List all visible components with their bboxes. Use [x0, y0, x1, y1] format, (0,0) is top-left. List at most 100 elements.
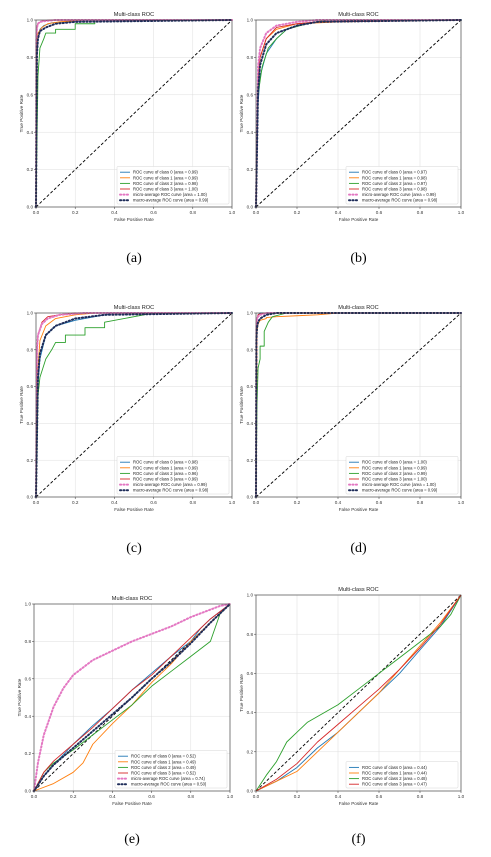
y-tick-label: 0.6: [25, 676, 32, 681]
legend-label: micro-average ROC curve (area = 0.99): [133, 482, 207, 487]
x-tick-label: 0.8: [188, 794, 195, 799]
y-tick-label: 0.4: [247, 710, 254, 715]
x-tick-label: 0.0: [253, 500, 260, 505]
y-axis-label: True Positive Rate: [239, 386, 244, 424]
legend-label: macro-average ROC curve (area = 0.99): [133, 198, 209, 203]
series-line-5: [35, 19, 233, 208]
y-tick-label: 0.6: [247, 92, 254, 97]
legend-label: ROC curve of class 3 (area = 0.47): [362, 782, 427, 787]
x-tick-label: 1.0: [458, 794, 465, 799]
legend-label: ROC curve of class 0 (area = 1.00): [362, 460, 427, 465]
x-tick-label: 0.0: [253, 794, 260, 799]
y-tick-label: 0.8: [27, 55, 34, 60]
y-tick-label: 1.0: [27, 18, 34, 23]
legend-label: ROC curve of class 0 (area = 0.52): [131, 754, 196, 759]
chart-title: Multi-class ROC: [114, 305, 154, 311]
x-tick-label: 0.4: [111, 500, 118, 505]
legend: ROC curve of class 0 (area = 0.44)ROC cu…: [345, 761, 459, 789]
panel-caption: (f): [352, 832, 366, 847]
y-axis-label: True Positive Rate: [19, 94, 24, 132]
roc-panel-f: 0.0 0.2 0.4 0.6 0.8 1.0 0.0 0.2 0.4 0.6 0.8 1.0 Mult…: [239, 587, 465, 847]
legend-label: ROC curve of class 0 (area = 0.97): [362, 170, 427, 175]
legend-label: ROC curve of class 2 (area = 0.97): [362, 181, 427, 186]
y-tick-label: 0.8: [247, 55, 254, 60]
x-tick-label: 0.4: [335, 794, 342, 799]
x-axis-label: False Positive Rate: [114, 507, 154, 512]
roc-panel-b: 0.0 0.2 0.4 0.6 0.8 1.0 0.0 0.2 0.4 0.6 0.8 1.0 Mult…: [239, 12, 465, 266]
legend-label: ROC curve of class 3 (area = 0.52): [131, 771, 196, 776]
x-tick-label: 0.6: [148, 794, 155, 799]
x-tick-label: 0.8: [417, 794, 424, 799]
y-tick-label: 0.4: [27, 421, 34, 426]
y-tick-label: 1.0: [25, 602, 32, 607]
x-axis-label: False Positive Rate: [339, 217, 379, 222]
legend-box: [345, 166, 459, 205]
roc-panel-a: 0.0 0.2 0.4 0.6 0.8 1.0 0.0 0.2 0.4 0.6 0.8 1.0 Mult…: [19, 12, 236, 266]
series-line-4: [33, 603, 231, 792]
panel-caption: (a): [126, 251, 142, 266]
x-axis-label: False Positive Rate: [112, 801, 152, 806]
y-axis-label: True Positive Rate: [17, 678, 22, 716]
plot-frame: [255, 594, 462, 792]
y-tick-label: 1.0: [247, 311, 254, 316]
x-tick-label: 0.6: [150, 500, 157, 505]
x-tick-label: 0.4: [335, 500, 342, 505]
legend-label: macro-average ROC curve (area = 0.98): [133, 488, 209, 493]
series-line-2: [33, 603, 231, 792]
series-line-2: [35, 312, 232, 498]
chart-title: Multi-class ROC: [338, 12, 378, 18]
legend-label: ROC curve of class 2 (area = 0.99): [362, 471, 427, 476]
legend-label: ROC curve of class 2 (area = 0.96): [133, 471, 198, 476]
x-tick-label: 0.4: [335, 210, 342, 215]
y-tick-label: 0.2: [247, 749, 254, 754]
x-tick-label: 0.4: [109, 794, 116, 799]
series-line-1: [255, 594, 462, 792]
y-tick-label: 0.4: [25, 714, 32, 719]
chart-title: Multi-class ROC: [338, 305, 378, 311]
y-tick-label: 0.4: [247, 421, 254, 426]
legend-label: macro-average ROC curve (area = 0.98): [362, 198, 438, 203]
roc-panel-d: 0.0 0.2 0.4 0.6 0.8 1.0 0.0 0.2 0.4 0.6 0.8 1.0 Mult…: [239, 305, 465, 556]
legend: ROC curve of class 0 (area = 0.52)ROC cu…: [114, 750, 228, 789]
y-tick-label: 0.2: [247, 167, 254, 172]
x-tick-label: 0.6: [150, 210, 157, 215]
x-axis-label: False Positive Rate: [339, 801, 379, 806]
legend-label: ROC curve of class 3 (area = 0.99): [133, 477, 198, 482]
x-tick-label: 0.6: [376, 210, 383, 215]
x-tick-label: 0.8: [417, 210, 424, 215]
x-tick-label: 0.0: [31, 794, 38, 799]
legend-label: ROC curve of class 1 (area = 0.44): [362, 771, 427, 776]
legend-label: macro-average ROC curve (area = 0.99): [362, 488, 438, 493]
y-tick-label: 0.8: [247, 632, 254, 637]
chart-title: Multi-class ROC: [112, 596, 152, 602]
legend-label: ROC curve of class 2 (area = 0.48): [362, 776, 427, 781]
legend-label: ROC curve of class 1 (area = 0.49): [131, 759, 196, 764]
y-tick-label: 0.2: [27, 458, 34, 463]
legend: ROC curve of class 0 (area = 0.97) ROC cu…: [345, 166, 459, 205]
plot-frame: [35, 19, 233, 208]
chance-diagonal: [255, 594, 462, 792]
y-tick-label: 0.0: [247, 789, 254, 794]
plot-frame: [255, 312, 462, 498]
legend-label: ROC curve of class 1 (area = 0.99): [133, 465, 198, 470]
series-line-1: [33, 603, 231, 792]
y-tick-label: 0.6: [27, 384, 34, 389]
legend-label: ROC curve of class 0 (area = 0.99): [133, 170, 198, 175]
x-tick-label: 1.0: [229, 210, 236, 215]
x-tick-label: 0.8: [190, 210, 197, 215]
x-axis-label: False Positive Rate: [339, 507, 379, 512]
legend-box: [116, 166, 230, 205]
series-line-3: [33, 603, 231, 792]
y-axis-label: True Positive Rate: [239, 674, 244, 712]
legend-box: [114, 750, 228, 789]
legend-label: micro-average ROC curve (area = 1.00): [133, 192, 207, 197]
y-tick-label: 0.6: [247, 384, 254, 389]
x-tick-label: 0.2: [294, 210, 301, 215]
chance-diagonal: [255, 312, 462, 498]
x-tick-label: 0.4: [111, 210, 118, 215]
roc-panel-e: 0.0 0.2 0.4 0.6 0.8 1.0 0.0 0.2 0.4 0.6 0.8 1.0 Mult…: [17, 596, 234, 847]
chance-diagonal: [35, 19, 233, 208]
x-tick-label: 0.8: [417, 500, 424, 505]
panel-caption: (c): [126, 541, 142, 556]
